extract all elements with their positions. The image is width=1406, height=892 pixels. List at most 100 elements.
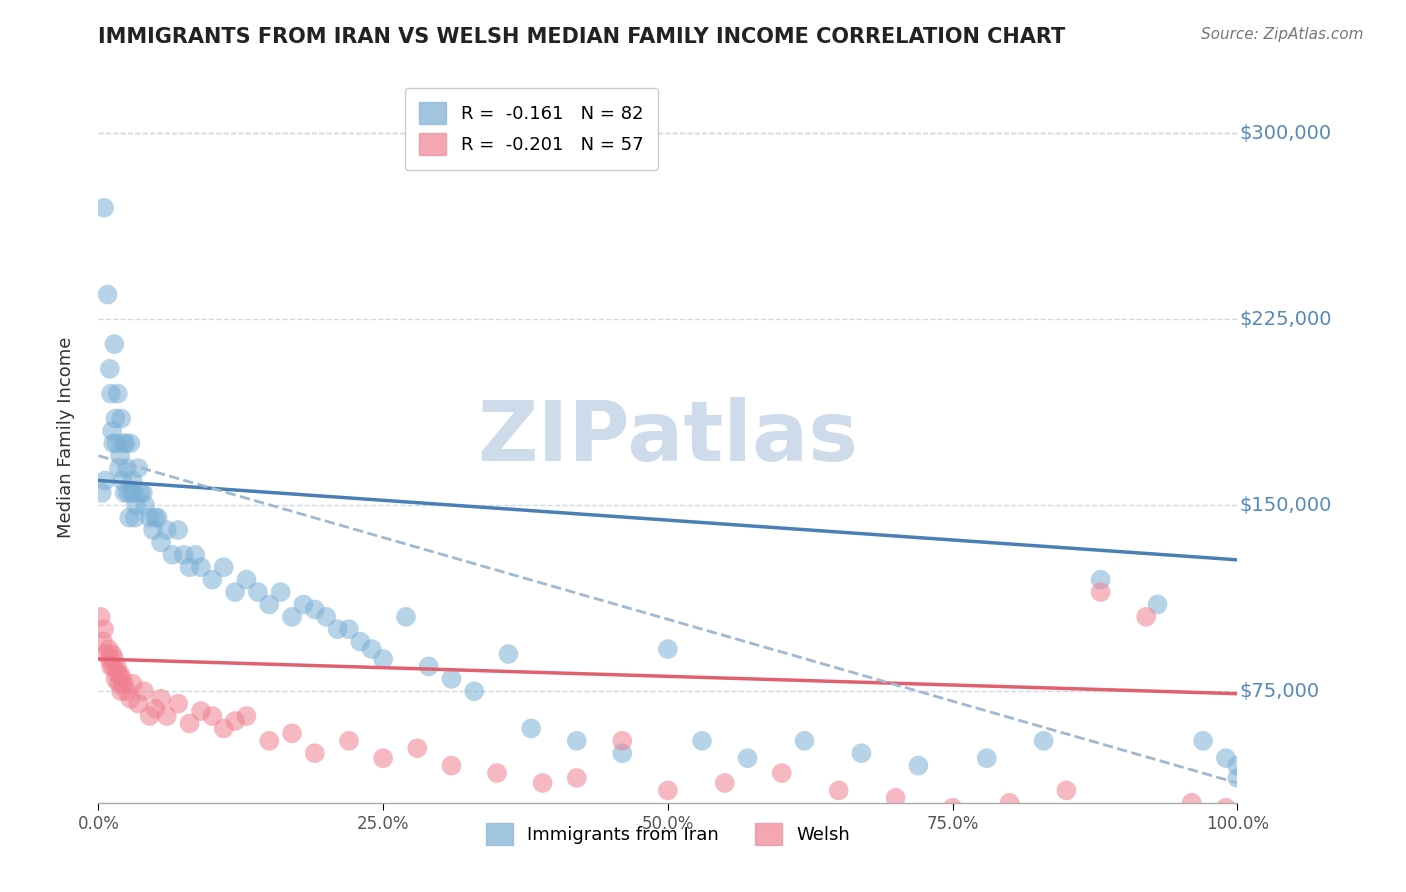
Point [371, 652, 394, 666]
Point [142, 523, 165, 537]
Text: Source: ZipAtlas.com: Source: ZipAtlas.com [1201, 27, 1364, 42]
Point [104, 672, 127, 686]
Point [520, 722, 543, 736]
Point [976, 751, 998, 765]
Point [93, 201, 115, 215]
Point [98, 652, 121, 666]
Point [101, 647, 124, 661]
Point [115, 684, 138, 698]
Point [167, 697, 190, 711]
Point [1181, 796, 1204, 810]
Point [179, 560, 201, 574]
Point [1056, 783, 1078, 797]
Point [565, 771, 588, 785]
Point [201, 709, 224, 723]
Point [94, 474, 117, 488]
Point [124, 510, 146, 524]
Point [90, 610, 112, 624]
Point [235, 709, 257, 723]
Point [121, 677, 143, 691]
Point [737, 751, 759, 765]
Point [793, 734, 815, 748]
Point [103, 436, 125, 450]
Point [132, 684, 155, 698]
Point [1226, 758, 1249, 772]
Point [138, 709, 160, 723]
Point [212, 560, 235, 574]
Point [201, 573, 224, 587]
Point [1135, 610, 1157, 624]
Point [281, 726, 304, 740]
Point [360, 642, 382, 657]
Point [315, 610, 337, 624]
Point [120, 436, 142, 450]
Point [259, 598, 281, 612]
Text: $300,000: $300,000 [1240, 124, 1331, 143]
Point [270, 585, 292, 599]
Point [304, 602, 326, 616]
Point [108, 666, 131, 681]
Point [107, 386, 129, 401]
Point [371, 751, 394, 765]
Point [127, 461, 149, 475]
Point [129, 486, 152, 500]
Point [418, 659, 440, 673]
Point [162, 548, 184, 562]
Point [406, 741, 429, 756]
Point [657, 783, 679, 797]
Text: ZIPatlas: ZIPatlas [478, 397, 858, 477]
Point [190, 560, 212, 574]
Point [156, 709, 179, 723]
Point [127, 697, 149, 711]
Point [612, 734, 634, 748]
Point [246, 585, 269, 599]
Point [1090, 585, 1112, 599]
Point [150, 691, 173, 706]
Point [107, 666, 129, 681]
Point [224, 585, 246, 599]
Point [112, 436, 135, 450]
Point [96, 287, 118, 301]
Point [714, 776, 737, 790]
Point [138, 510, 160, 524]
Point [90, 486, 112, 500]
Point [122, 486, 145, 500]
Point [851, 746, 873, 760]
Text: IMMIGRANTS FROM IRAN VS WELSH MEDIAN FAMILY INCOME CORRELATION CHART: IMMIGRANTS FROM IRAN VS WELSH MEDIAN FAM… [98, 27, 1066, 46]
Point [884, 790, 907, 805]
Point [167, 523, 190, 537]
Point [281, 610, 304, 624]
Point [690, 734, 713, 748]
Point [942, 801, 965, 815]
Point [105, 659, 128, 673]
Point [121, 474, 143, 488]
Point [657, 642, 679, 657]
Point [1146, 598, 1168, 612]
Point [118, 510, 141, 524]
Point [145, 510, 167, 524]
Legend: Immigrants from Iran, Welsh: Immigrants from Iran, Welsh [478, 816, 858, 852]
Point [1215, 801, 1237, 815]
Point [98, 362, 121, 376]
Point [349, 634, 371, 648]
Point [100, 659, 122, 673]
Point [190, 704, 212, 718]
Point [828, 783, 851, 797]
Point [1032, 734, 1054, 748]
Point [103, 652, 125, 666]
Point [326, 622, 349, 636]
Point [612, 746, 634, 760]
Point [224, 714, 246, 728]
Point [998, 796, 1021, 810]
Point [1226, 771, 1249, 785]
Point [105, 436, 128, 450]
Point [173, 548, 195, 562]
Point [93, 622, 115, 636]
Y-axis label: Median Family Income: Median Family Income [56, 336, 75, 538]
Point [120, 691, 142, 706]
Point [531, 776, 554, 790]
Point [114, 436, 136, 450]
Point [104, 411, 127, 425]
Point [110, 684, 132, 698]
Point [111, 672, 134, 686]
